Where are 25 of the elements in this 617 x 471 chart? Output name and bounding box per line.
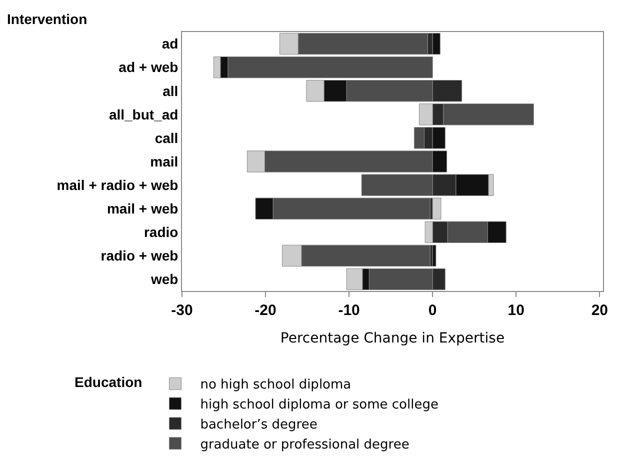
y-axis-title: Intervention — [7, 11, 88, 27]
y-tick-label: mail + radio + web — [56, 176, 178, 193]
legend-label: high school diploma or some college — [200, 398, 438, 413]
bar — [432, 244, 436, 267]
y-tick-label: radio — [144, 224, 178, 240]
y-tick-label: ad — [162, 36, 178, 52]
y-tick-label: mail + web — [106, 200, 178, 216]
legend-label: graduate or professional degree — [200, 437, 410, 452]
y-tick-label: all_but_ad — [108, 106, 178, 122]
y-tick-label: call — [154, 130, 178, 146]
x-tick-label: 0 — [428, 302, 437, 319]
legend-label: no high school diploma — [200, 378, 352, 393]
y-tick-label: ad + web — [118, 59, 178, 76]
x-tick-label: -30 — [171, 302, 193, 319]
x-axis-title: Percentage Change in Expertise — [280, 330, 505, 346]
y-tick-label: radio + web — [100, 248, 178, 264]
x-tick-label: -10 — [338, 302, 360, 319]
y-tick-label: mail — [150, 153, 178, 170]
y-tick-label: web — [150, 271, 178, 288]
x-tick-label: -20 — [254, 302, 276, 319]
legend-title: Education — [74, 374, 142, 390]
x-tick-label: 10 — [508, 302, 524, 319]
x-tick-label: 20 — [591, 302, 608, 319]
y-tick-label: all — [162, 82, 178, 99]
legend-label: bachelor’s degree — [200, 418, 318, 433]
